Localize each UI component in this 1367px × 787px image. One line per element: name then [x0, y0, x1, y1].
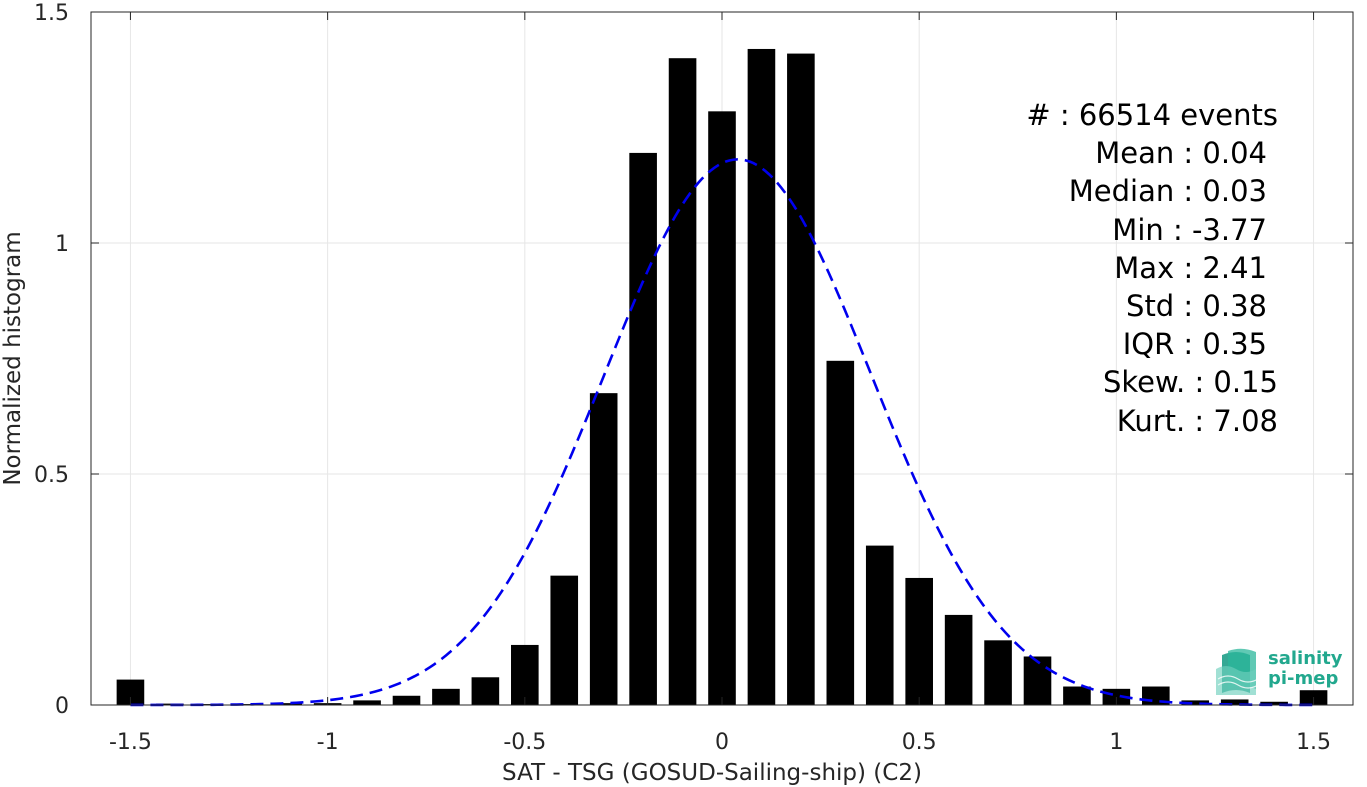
histogram-bar [668, 58, 697, 705]
histogram-bar [432, 688, 460, 705]
statistics-box: # : 66514 events Mean : 0.04 Median : 0.… [960, 96, 1278, 440]
x-tick-label: -1.5 [109, 730, 152, 755]
histogram-bar [1063, 686, 1091, 705]
histogram-bar [1023, 656, 1052, 705]
histogram-bar [826, 360, 855, 705]
histogram-bar [274, 703, 302, 705]
histogram-bars [116, 48, 1328, 705]
y-tick-label: 1.5 [34, 1, 69, 26]
histogram-bar [589, 393, 618, 705]
histogram-bar [708, 111, 736, 705]
axis-ticks [91, 11, 1353, 706]
histogram-bar [905, 577, 933, 705]
histogram-bar [787, 53, 815, 705]
histogram-bar [353, 700, 381, 705]
stat-iqr: IQR : 0.35 [1122, 327, 1267, 362]
histogram-bar [1260, 701, 1288, 705]
stat-events: # : 66514 events [1026, 98, 1278, 132]
stat-kurt: Kurt. : 7.08 [1116, 403, 1278, 438]
x-tick-label: 0.5 [902, 730, 937, 755]
stat-skew: Skew. : 0.15 [1102, 365, 1278, 400]
histogram-bar [944, 614, 973, 705]
histogram-bar [392, 695, 421, 705]
histogram-bar [747, 48, 776, 705]
stat-max: Max : 2.41 [1114, 250, 1267, 285]
logo-line1: salinity [1268, 648, 1343, 669]
stat-min: Min : -3.77 [1112, 212, 1267, 247]
x-tick-label: -1 [317, 730, 339, 755]
histogram-bar [550, 575, 579, 705]
x-tick-label: -0.5 [503, 730, 546, 755]
histogram-bar [1220, 699, 1249, 705]
histogram-bar [865, 545, 894, 705]
histogram-bar [511, 644, 539, 705]
x-axis-label: SAT - TSG (GOSUD-Sailing-ship) (C2) [502, 760, 922, 786]
x-tick-label: 1 [1109, 730, 1123, 755]
x-tick-label: 0 [715, 730, 729, 755]
y-tick-label: 1 [55, 232, 69, 257]
histogram-bar [629, 152, 657, 705]
histogram-bar [984, 640, 1012, 705]
y-tick-labels: 0 0.5 1 1.5 [34, 1, 69, 719]
stat-std: Std : 0.38 [1126, 289, 1267, 324]
y-tick-label: 0 [55, 694, 69, 719]
wave-logo-icon [1216, 648, 1259, 695]
y-tick-label: 0.5 [34, 463, 69, 488]
y-axis-label: Normalized histogram [0, 231, 26, 485]
histogram-bar [471, 677, 500, 705]
stat-median: Median : 0.03 [1068, 174, 1267, 209]
stat-mean: Mean : 0.04 [1095, 136, 1267, 171]
x-tick-label: 1.5 [1296, 730, 1331, 755]
salinity-pimep-logo: salinity pi-mep [1216, 647, 1346, 695]
histogram-bar [156, 703, 184, 705]
x-tick-labels: -1.5 -1 -0.5 0 0.5 1 1.5 [109, 730, 1331, 755]
logo-line2: pi-mep [1268, 668, 1339, 689]
histogram-bar [1181, 700, 1210, 705]
